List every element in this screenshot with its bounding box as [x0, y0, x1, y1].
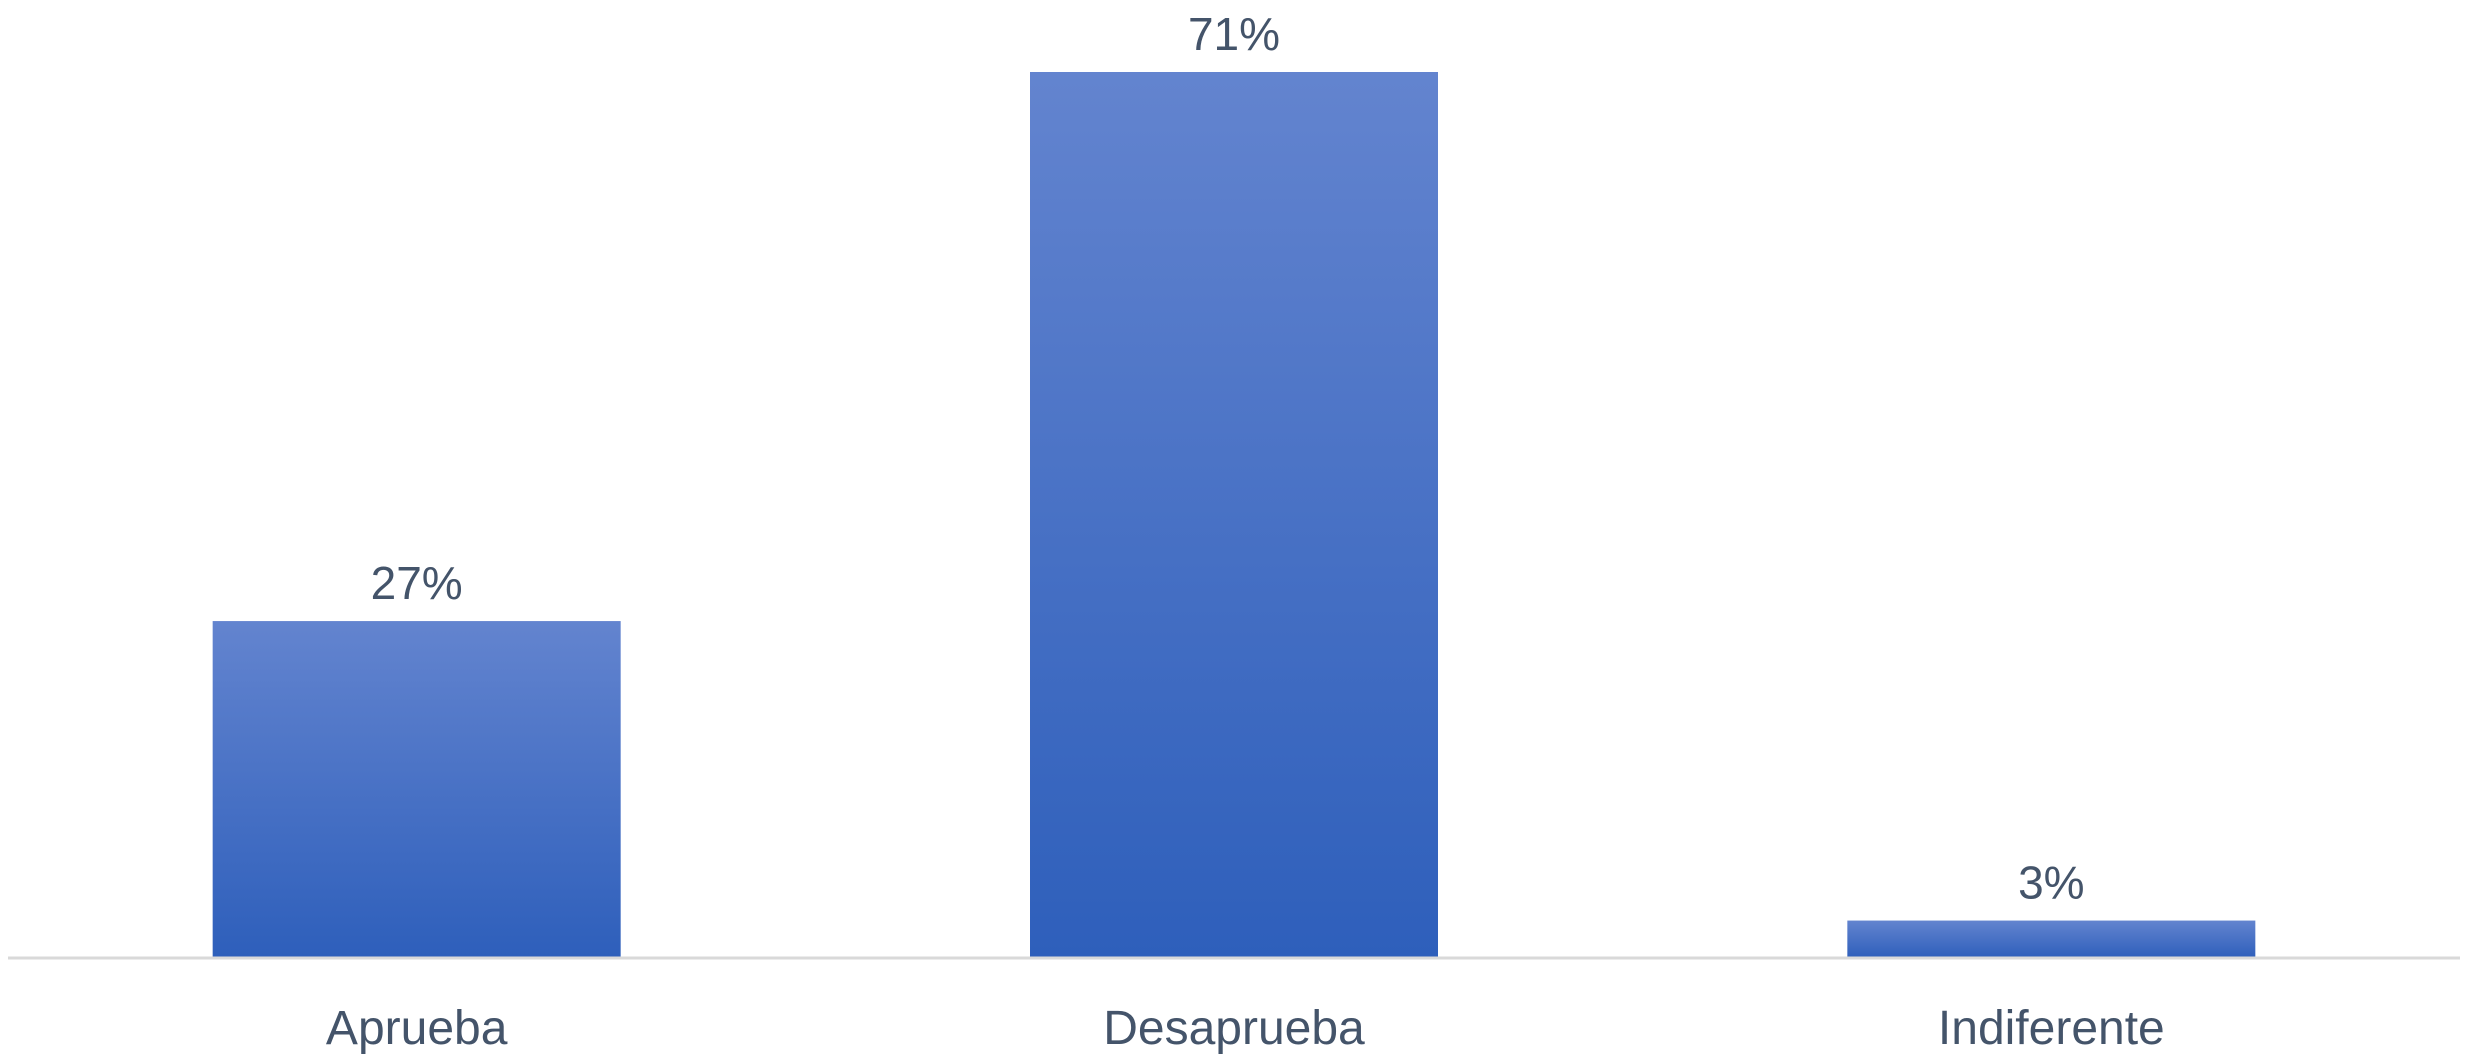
bar-desaprueba: [1030, 72, 1438, 958]
x-axis-tick-labels: Aprueba Desaprueba Indiferente: [326, 1002, 2165, 1055]
data-labels: 27% 71% 3%: [371, 8, 2085, 909]
data-label-aprueba: 27%: [371, 557, 463, 609]
tick-label-aprueba: Aprueba: [326, 1002, 508, 1055]
tick-label-desaprueba: Desaprueba: [1103, 1002, 1365, 1055]
bars: [212, 72, 2256, 958]
bar-indiferente: [1847, 920, 2256, 958]
data-label-desaprueba: 71%: [1188, 8, 1280, 60]
bar-aprueba: [212, 621, 621, 958]
data-label-indiferente: 3%: [2018, 857, 2084, 909]
tick-label-indiferente: Indiferente: [1938, 1002, 2165, 1055]
